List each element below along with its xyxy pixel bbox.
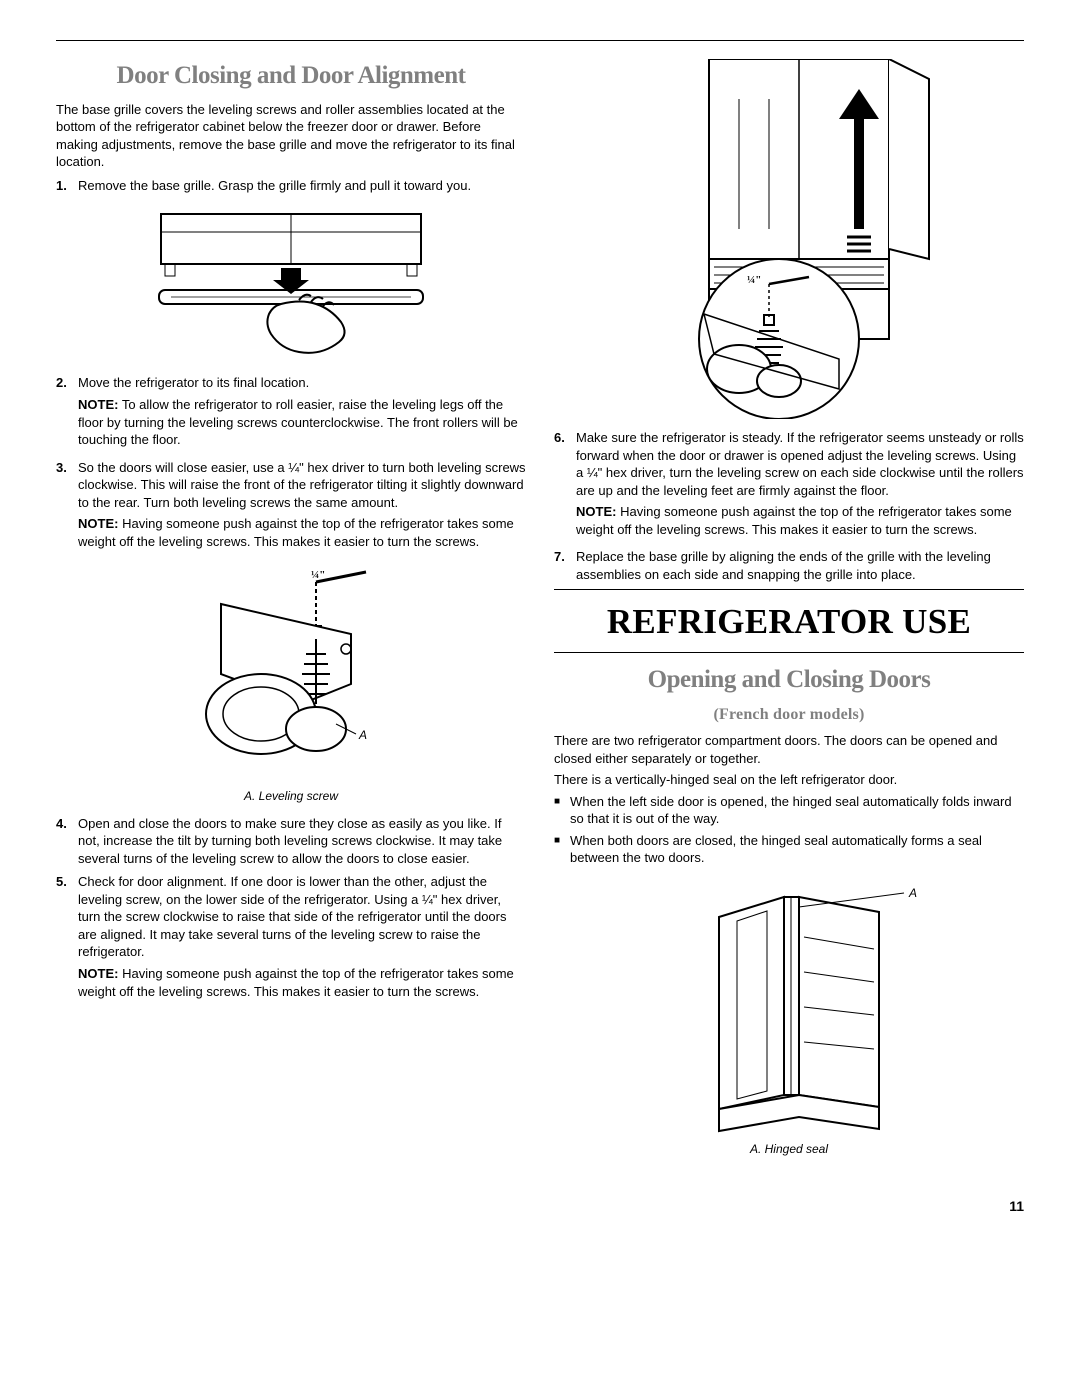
step-6: 6. Make sure the refrigerator is steady.… (554, 429, 1024, 542)
figure-grille-removal (56, 204, 526, 364)
note-text: Having someone push against the top of t… (78, 516, 514, 549)
step-1: 1. Remove the base grille. Grasp the gri… (56, 177, 526, 195)
note-label: NOTE: (78, 516, 118, 531)
step-4: 4. Open and close the doors to make sure… (56, 815, 526, 868)
step-5: 5. Check for door alignment. If one door… (56, 873, 526, 1004)
step-number: 3. (56, 459, 72, 555)
para-1: There are two refrigerator compartment d… (554, 732, 1024, 767)
fridge-leveling-icon: ¼" (639, 59, 939, 419)
step-7: 7. Replace the base grille by aligning t… (554, 548, 1024, 583)
note-text: Having someone push against the top of t… (78, 966, 514, 999)
heading-opening-closing: Opening and Closing Doors (554, 663, 1024, 697)
bullet-text: When both doors are closed, the hinged s… (570, 832, 1024, 867)
bullet-2: When both doors are closed, the hinged s… (554, 832, 1024, 867)
step-number: 1. (56, 177, 72, 195)
step-2: 2. Move the refrigerator to its final lo… (56, 374, 526, 452)
step-number: 5. (56, 873, 72, 1004)
quarter-label: ¼" (747, 274, 761, 286)
label-a: A (358, 728, 367, 742)
step-number: 7. (554, 548, 570, 583)
step-note: NOTE: Having someone push against the to… (78, 965, 526, 1000)
note-label: NOTE: (576, 504, 616, 519)
note-label: NOTE: (78, 397, 118, 412)
note-label: NOTE: (78, 966, 118, 981)
step-text: Remove the base grille. Grasp the grille… (78, 178, 471, 193)
intro-paragraph: The base grille covers the leveling scre… (56, 101, 526, 171)
label-a: A (908, 886, 917, 900)
step-note: NOTE: Having someone push against the to… (576, 503, 1024, 538)
hinged-seal-icon: A (649, 877, 929, 1137)
heading-door-closing: Door Closing and Door Alignment (56, 59, 526, 93)
bullet-text: When the left side door is opened, the h… (570, 793, 1024, 828)
top-rule (56, 40, 1024, 41)
figure-leveling-screw: ¼" A A. Leveling screw (56, 564, 526, 804)
step-text: Replace the base grille by aligning the … (576, 549, 991, 582)
figure-hinged-seal: A A. Hinged seal (554, 877, 1024, 1157)
step-text: So the doors will close easier, use a ¼"… (78, 460, 526, 510)
figure-caption: A. Hinged seal (554, 1141, 1024, 1157)
bullet-list: When the left side door is opened, the h… (554, 793, 1024, 867)
step-text: Make sure the refrigerator is steady. If… (576, 430, 1024, 498)
steps-list-left-3: 4. Open and close the doors to make sure… (56, 815, 526, 1004)
step-note: NOTE: To allow the refrigerator to roll … (78, 396, 526, 449)
right-column: ¼" 6. Make sure the refrigerator is stea… (554, 49, 1024, 1167)
section-rule-top (554, 589, 1024, 590)
note-text: Having someone push against the top of t… (576, 504, 1012, 537)
page-number: 11 (56, 1197, 1024, 1216)
step-number: 6. (554, 429, 570, 542)
bullet-1: When the left side door is opened, the h… (554, 793, 1024, 828)
para-2: There is a vertically-hinged seal on the… (554, 771, 1024, 789)
subheading-french-door: (French door models) (554, 704, 1024, 726)
step-number: 2. (56, 374, 72, 452)
steps-list-right: 6. Make sure the refrigerator is steady.… (554, 429, 1024, 583)
step-text: Check for door alignment. If one door is… (78, 874, 506, 959)
left-column: Door Closing and Door Alignment The base… (56, 49, 526, 1167)
steps-list-left: 1. Remove the base grille. Grasp the gri… (56, 177, 526, 195)
step-text: Open and close the doors to make sure th… (78, 816, 502, 866)
steps-list-left-2: 2. Move the refrigerator to its final lo… (56, 374, 526, 554)
two-column-layout: Door Closing and Door Alignment The base… (56, 49, 1024, 1167)
step-note: NOTE: Having someone push against the to… (78, 515, 526, 550)
section-rule-bottom (554, 652, 1024, 653)
figure-caption: A. Leveling screw (56, 788, 526, 804)
step-3: 3. So the doors will close easier, use a… (56, 459, 526, 555)
figure-fridge-leveling: ¼" (554, 59, 1024, 419)
note-text: To allow the refrigerator to roll easier… (78, 397, 518, 447)
leveling-screw-icon: ¼" A (161, 564, 421, 784)
grille-removal-icon (131, 204, 451, 364)
section-title: REFRIGERATOR USE (554, 598, 1024, 645)
step-number: 4. (56, 815, 72, 868)
step-text: Move the refrigerator to its final locat… (78, 375, 309, 390)
